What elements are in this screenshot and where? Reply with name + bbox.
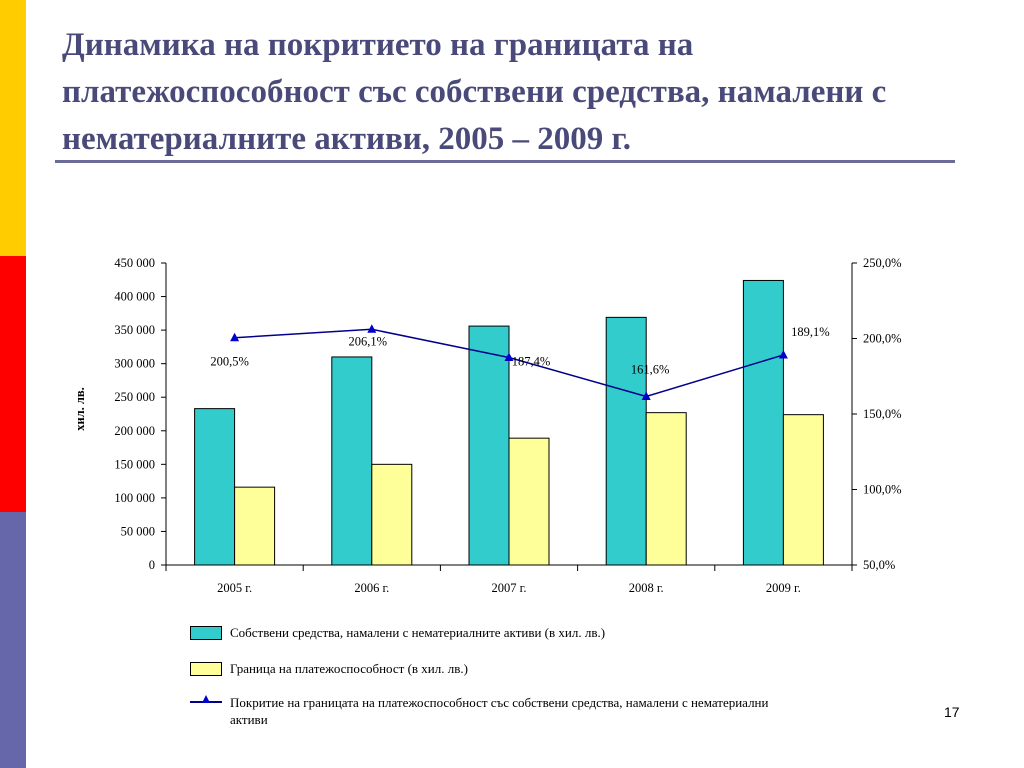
y-tick-label-left: 350 000 [114, 323, 155, 337]
title-underline [55, 160, 955, 163]
coverage-line-group: 200,5% 206,1% 187,4% 161,6% 189,1% [210, 324, 830, 400]
bar-margin [508, 437, 550, 566]
coverage-marker [230, 332, 240, 342]
legend-label-own-funds: Собствени средства, намалени с нематериа… [230, 625, 606, 640]
bar-margin [782, 414, 824, 566]
y-tick-label-right: 150,0% [863, 407, 902, 421]
legend-label-margin: Граница на платежоспособност (в хил. лв.… [230, 661, 468, 676]
coverage-data-label: 189,1% [791, 325, 830, 339]
x-tick-label: 2008 г. [629, 581, 664, 595]
coverage-data-label: 206,1% [349, 334, 388, 348]
coverage-marker [367, 324, 377, 333]
y-tick-label-left: 250 000 [114, 390, 155, 404]
bar-own-funds [331, 356, 373, 566]
legend-swatch-own-funds [190, 626, 222, 640]
coverage-data-label: 161,6% [631, 362, 670, 376]
legend-line-coverage [190, 694, 222, 710]
bar-margin [645, 412, 687, 566]
y-tick-label-left: 200 000 [114, 424, 155, 438]
coverage-marker [641, 391, 651, 400]
y-tick-label-left: 150 000 [114, 457, 155, 471]
y-tick-label-right: 200,0% [863, 332, 902, 346]
y-axis-title: хил. лв. [73, 387, 87, 431]
y-tick-label-left: 300 000 [114, 357, 155, 371]
bar-margin [234, 486, 276, 566]
x-tick-label: 2007 г. [492, 581, 527, 595]
triangle-marker-icon [202, 695, 210, 703]
slide-title: Динамика на покритието на границата на п… [62, 27, 887, 157]
x-tick-label: 2006 г. [354, 581, 389, 595]
x-tick-label: 2009 г. [766, 581, 801, 595]
bar-own-funds [194, 408, 236, 566]
axes-group: 0 50 000 100 000 150 000 200 000 250 000 300 0… [73, 256, 902, 595]
bar-margin [371, 463, 413, 566]
y-tick-label-right: 250,0% [863, 256, 902, 270]
legend-item-coverage: Покритие на границата на платежоспособно… [190, 694, 770, 728]
coverage-marker [778, 349, 788, 359]
x-tick-label: 2005 г. [217, 581, 252, 595]
legend-item-margin: Граница на платежоспособност (в хил. лв.… [190, 660, 468, 677]
legend-item-own-funds: Собствени средства, намалени с нематериа… [190, 624, 605, 641]
page-number: 17 [944, 704, 960, 720]
y-tick-label-left: 50 000 [121, 524, 155, 538]
y-tick-label-left: 450 000 [114, 256, 155, 270]
bar-own-funds [605, 316, 647, 566]
accent-bar-red [0, 256, 26, 512]
y-tick-label-right: 50,0% [863, 558, 895, 572]
bar-own-funds [742, 279, 784, 566]
y-tick-label-right: 100,0% [863, 483, 902, 497]
accent-bar-blue [0, 512, 26, 768]
legend-swatch-margin [190, 662, 222, 676]
bar-own-funds [468, 325, 510, 566]
accent-bar-yellow [0, 0, 26, 256]
bars-group [194, 279, 824, 566]
y-tick-label-left: 0 [149, 558, 155, 572]
y-tick-label-left: 400 000 [114, 290, 155, 304]
legend-label-coverage: Покритие на границата на платежоспособно… [230, 695, 769, 727]
coverage-data-label: 187,4% [512, 355, 551, 369]
coverage-data-label: 200,5% [210, 355, 249, 369]
coverage-marker [504, 352, 514, 362]
y-tick-label-left: 100 000 [114, 491, 155, 505]
